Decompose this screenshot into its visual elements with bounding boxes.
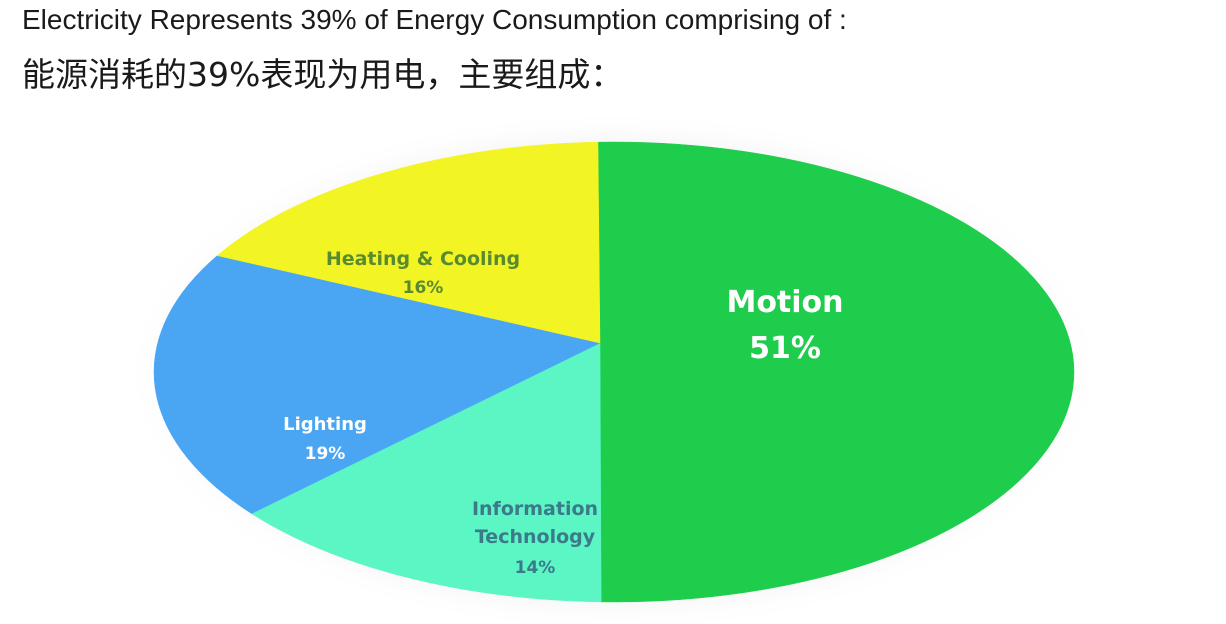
- chart-subtitle: 能源消耗的39%表现为用电，主要组成：: [22, 55, 624, 94]
- slice-label-motion: Motion: [726, 285, 843, 320]
- pie-slice-information-technology: [251, 342, 602, 603]
- chart-title: Electricity Represents 39% of Energy Con…: [22, 4, 847, 35]
- slice-value-heating-cooling: 16%: [403, 278, 444, 298]
- slice-value-lighting: 19%: [305, 444, 346, 464]
- slice-label-heating-cooling: Heating & Cooling: [326, 248, 520, 270]
- pie-slice-motion: [597, 141, 1075, 603]
- slice-label-information-technology: Information: [472, 498, 598, 520]
- pie-slice-heating-cooling: [216, 141, 601, 344]
- slice-value-motion: 51%: [749, 331, 821, 366]
- pie-labels: Motion 51% Information Technology 14% Lightin…: [283, 248, 843, 578]
- slice-label-lighting: Lighting: [283, 414, 367, 435]
- slice-label-information-technology: Technology: [475, 526, 596, 548]
- slice-value-information-technology: 14%: [515, 558, 556, 578]
- pie-slices: [153, 141, 1075, 603]
- pie-slice-lighting: [153, 255, 601, 514]
